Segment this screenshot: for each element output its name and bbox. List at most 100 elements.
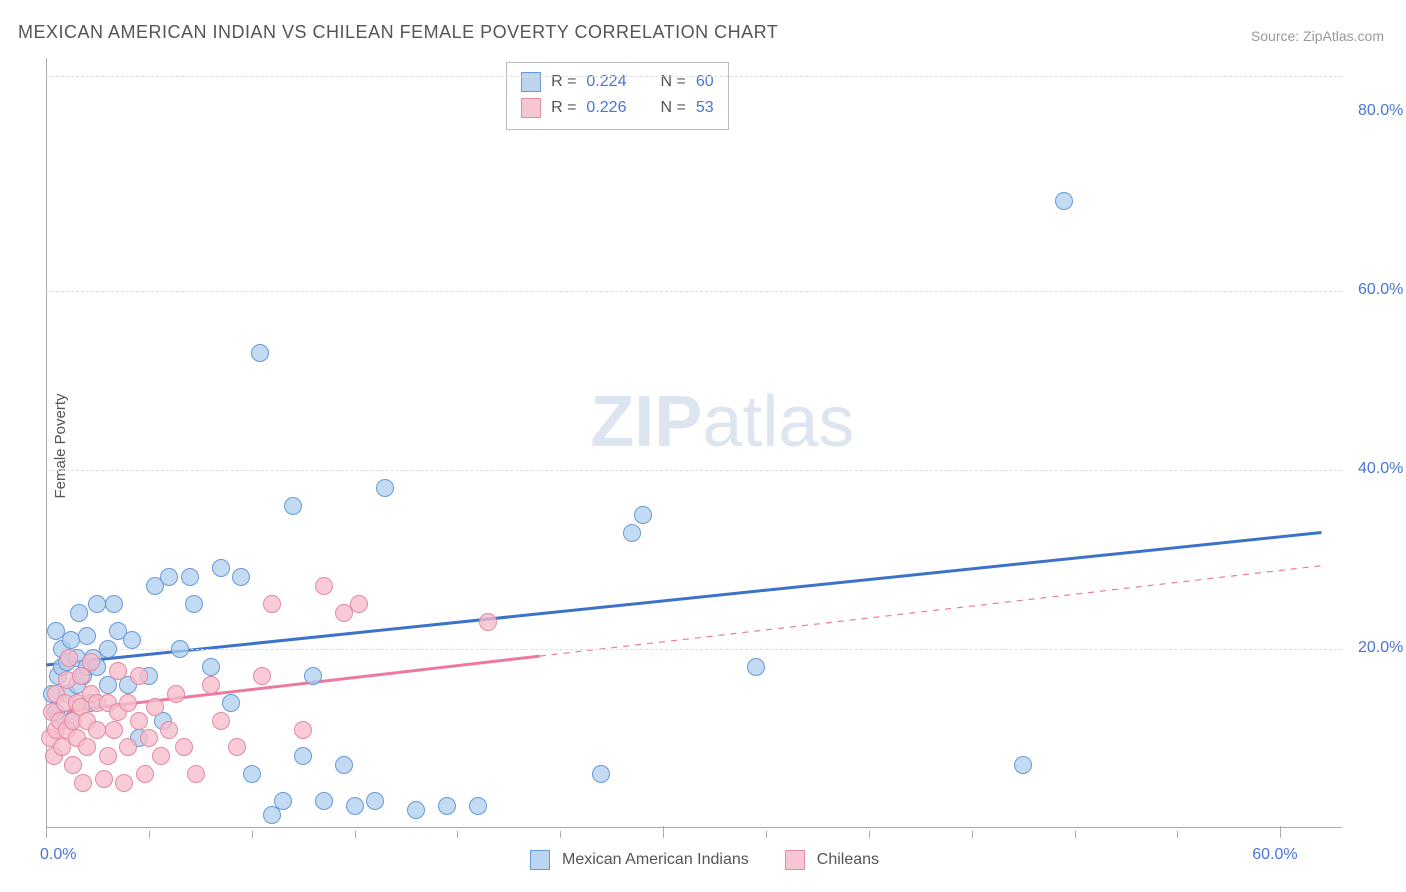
data-point (232, 568, 250, 586)
correlation-legend: R =0.224N =60R =0.226N =53 (506, 62, 729, 130)
gridline (46, 291, 1342, 292)
x-tick-minor (149, 831, 150, 838)
data-point (78, 738, 96, 756)
data-point (294, 721, 312, 739)
legend-row: R =0.224N =60 (521, 69, 714, 95)
x-axis-line (46, 827, 1342, 828)
data-point (171, 640, 189, 658)
x-tick-minor (766, 831, 767, 838)
source-attribution: Source: ZipAtlas.com (1251, 28, 1384, 44)
x-tick-major (1280, 826, 1281, 838)
data-point (346, 797, 364, 815)
data-point (152, 747, 170, 765)
x-tick-minor (1177, 831, 1178, 838)
data-point (119, 694, 137, 712)
y-tick-label: 60.0% (1358, 281, 1403, 299)
data-point (140, 729, 158, 747)
trend-line (540, 566, 1322, 656)
trend-lines (46, 58, 1342, 828)
legend-n-label: N = (660, 99, 685, 117)
y-tick-label: 20.0% (1358, 639, 1403, 657)
data-point (62, 631, 80, 649)
data-point (167, 685, 185, 703)
gridline (46, 470, 1342, 471)
data-point (78, 627, 96, 645)
data-point (407, 801, 425, 819)
data-point (109, 662, 127, 680)
legend-r-label: R = (551, 99, 576, 117)
data-point (228, 738, 246, 756)
legend-r-value: 0.226 (586, 99, 626, 117)
legend-swatch (785, 850, 805, 870)
data-point (376, 479, 394, 497)
chart-container: MEXICAN AMERICAN INDIAN VS CHILEAN FEMAL… (0, 0, 1406, 892)
data-point (119, 738, 137, 756)
data-point (634, 506, 652, 524)
data-point (74, 774, 92, 792)
data-point (253, 667, 271, 685)
data-point (366, 792, 384, 810)
data-point (212, 559, 230, 577)
data-point (304, 667, 322, 685)
y-tick-label: 80.0% (1358, 102, 1403, 120)
legend-swatch (521, 98, 541, 118)
x-tick-minor (560, 831, 561, 838)
data-point (251, 344, 269, 362)
trend-line (46, 533, 1321, 666)
data-point (105, 595, 123, 613)
x-tick-major (46, 826, 47, 838)
watermark: ZIPatlas (590, 381, 854, 463)
legend-series-label: Chileans (817, 851, 879, 869)
chart-title: MEXICAN AMERICAN INDIAN VS CHILEAN FEMAL… (18, 22, 778, 43)
legend-row: R =0.226N =53 (521, 95, 714, 121)
data-point (95, 770, 113, 788)
data-point (202, 676, 220, 694)
data-point (212, 712, 230, 730)
data-point (315, 792, 333, 810)
data-point (1014, 756, 1032, 774)
data-point (202, 658, 220, 676)
data-point (99, 640, 117, 658)
data-point (60, 649, 78, 667)
data-point (130, 712, 148, 730)
data-point (88, 721, 106, 739)
x-tick-label: 0.0% (40, 846, 76, 864)
data-point (160, 721, 178, 739)
data-point (146, 698, 164, 716)
y-tick-label: 40.0% (1358, 460, 1403, 478)
gridline (46, 649, 1342, 650)
data-point (1055, 192, 1073, 210)
data-point (187, 765, 205, 783)
x-tick-major (663, 826, 664, 838)
x-tick-label: 60.0% (1252, 846, 1297, 864)
x-tick-minor (252, 831, 253, 838)
data-point (181, 568, 199, 586)
data-point (175, 738, 193, 756)
data-point (263, 595, 281, 613)
data-point (350, 595, 368, 613)
data-point (284, 497, 302, 515)
data-point (105, 721, 123, 739)
data-point (136, 765, 154, 783)
legend-swatch (530, 850, 550, 870)
plot-area: ZIPatlas R =0.224N =60R =0.226N =53 20.0… (46, 58, 1342, 828)
x-tick-minor (869, 831, 870, 838)
data-point (64, 756, 82, 774)
data-point (623, 524, 641, 542)
legend-series-label: Mexican American Indians (562, 851, 749, 869)
data-point (294, 747, 312, 765)
x-tick-minor (355, 831, 356, 838)
data-point (222, 694, 240, 712)
data-point (82, 653, 100, 671)
series-legend: Mexican American Indians Chileans (530, 850, 903, 870)
data-point (130, 667, 148, 685)
data-point (747, 658, 765, 676)
x-tick-minor (972, 831, 973, 838)
gridline (46, 76, 1342, 77)
data-point (479, 613, 497, 631)
data-point (185, 595, 203, 613)
data-point (315, 577, 333, 595)
data-point (274, 792, 292, 810)
data-point (70, 604, 88, 622)
data-point (335, 756, 353, 774)
